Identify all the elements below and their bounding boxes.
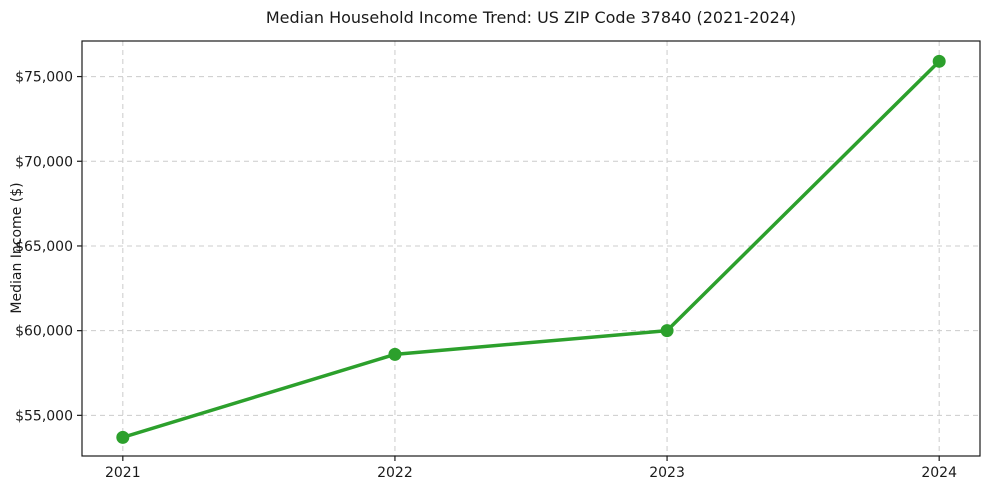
data-point-2022 — [388, 347, 402, 361]
y-tick-label: $60,000 — [15, 324, 73, 340]
data-point-2021 — [116, 430, 130, 444]
trend-line — [121, 59, 941, 440]
y-tick-label: $75,000 — [15, 70, 73, 86]
x-tick-label: 2022 — [377, 465, 413, 481]
y-tick-label: $70,000 — [15, 154, 73, 170]
chart-title: Median Household Income Trend: US ZIP Co… — [265, 8, 797, 27]
y-tick-label: $55,000 — [15, 408, 73, 424]
y-tick-label: $65,000 — [15, 239, 73, 255]
x-tick-label: 2021 — [105, 465, 141, 481]
axes-frame — [81, 40, 981, 457]
data-point-2024 — [932, 54, 946, 68]
x-tick-label: 2023 — [649, 465, 685, 481]
x-tick-label: 2024 — [921, 465, 957, 481]
data-point-2023 — [660, 324, 674, 338]
